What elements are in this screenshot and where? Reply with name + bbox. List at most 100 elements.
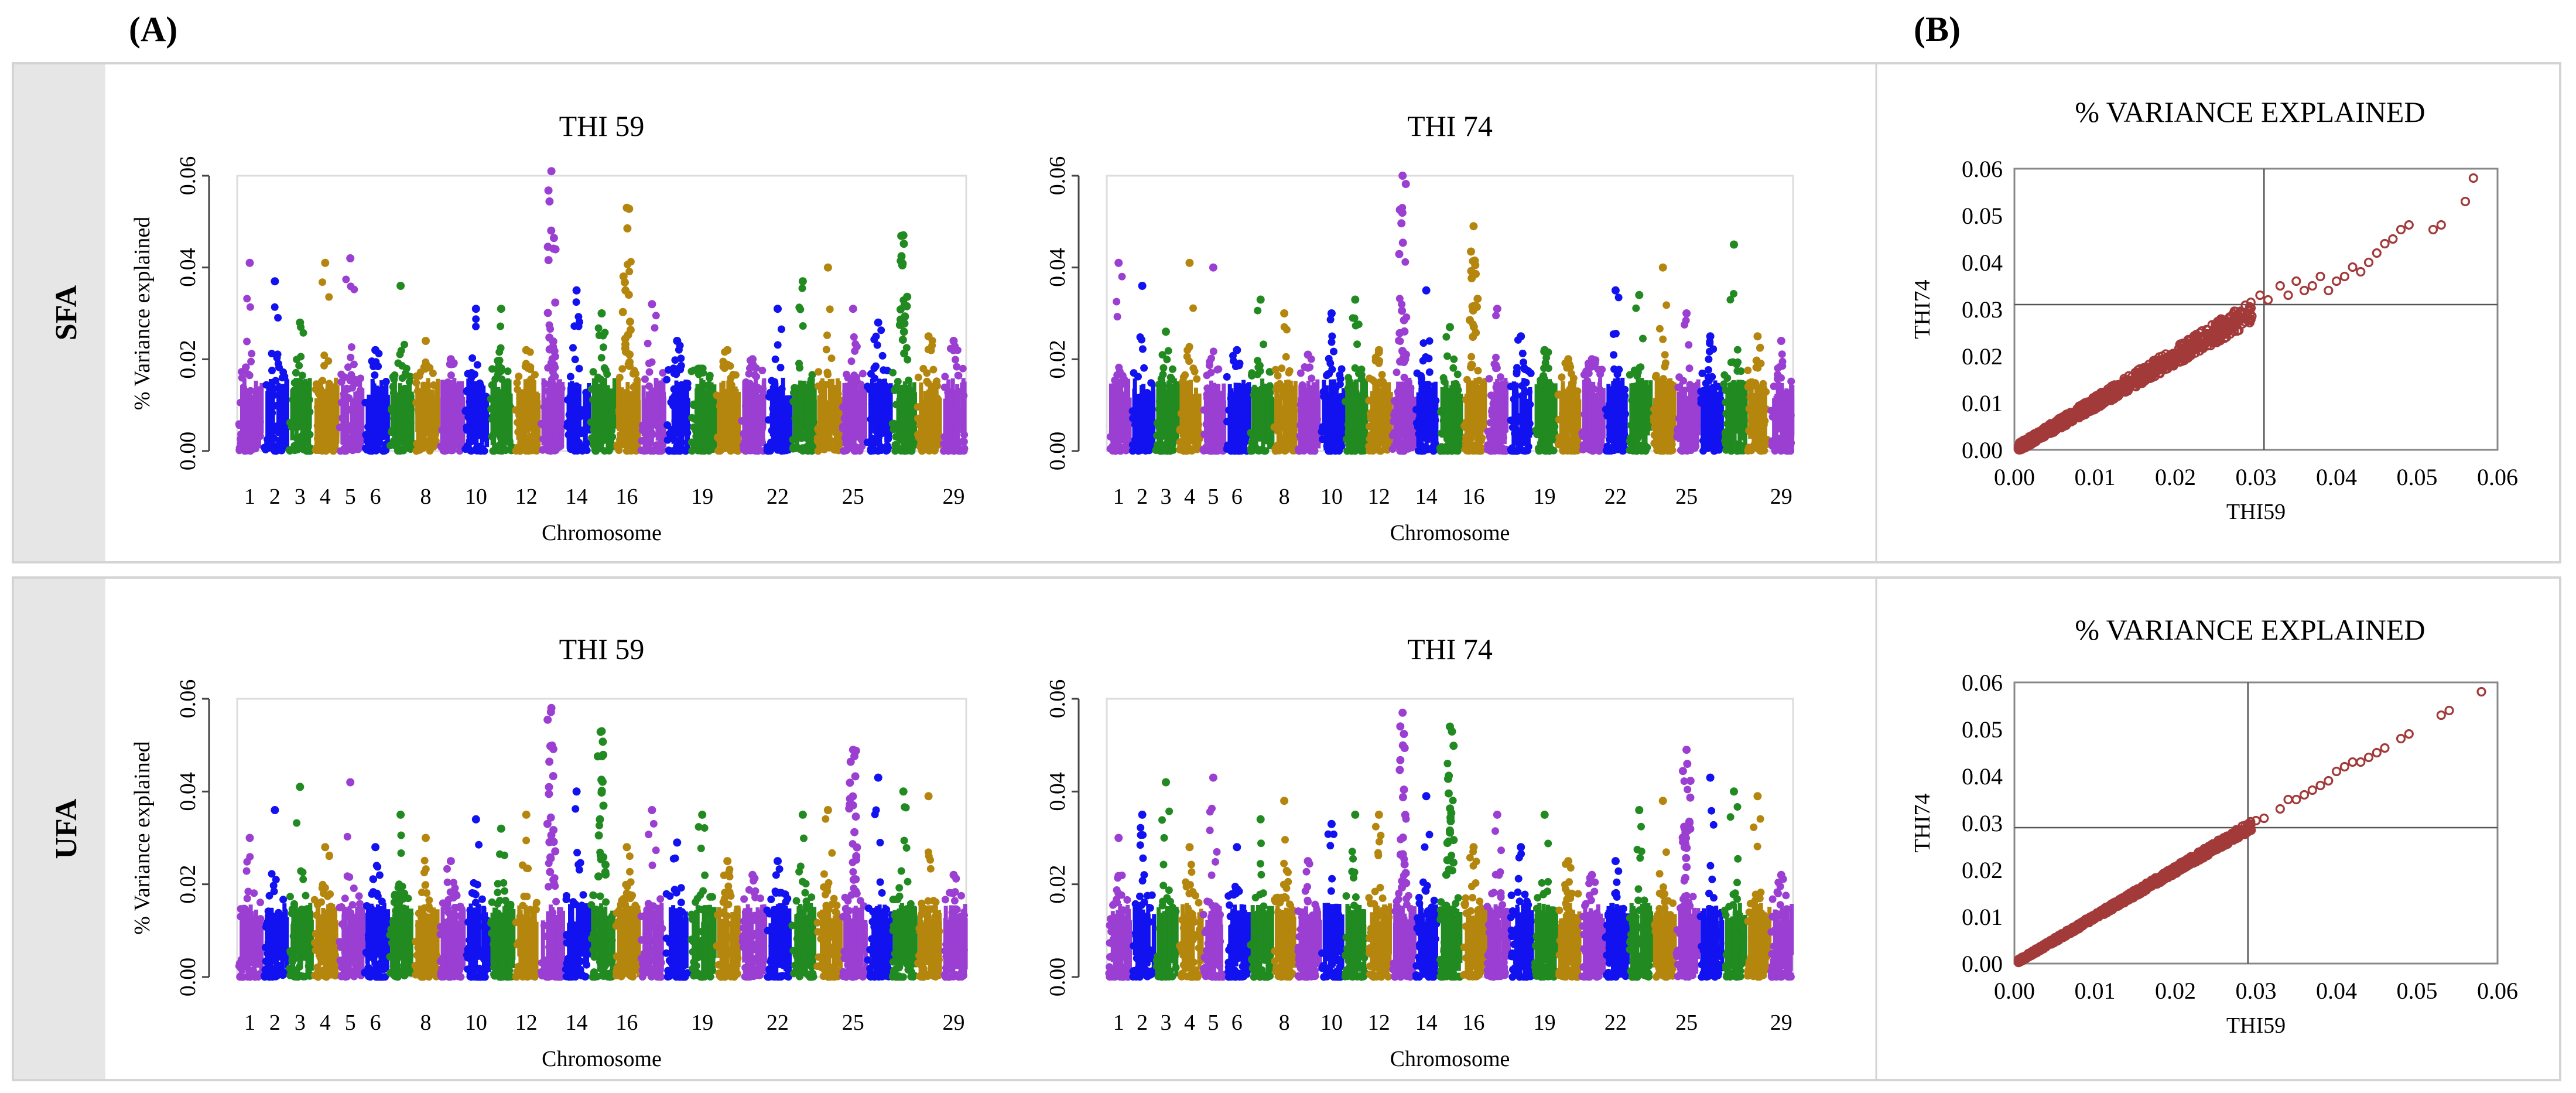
snp-point: [815, 368, 823, 376]
snp-point: [854, 446, 862, 454]
snp-point: [652, 312, 660, 320]
snp-point: [372, 361, 380, 370]
snp-point: [597, 354, 605, 362]
snp-point: [1138, 336, 1145, 344]
snp-point: [1662, 301, 1671, 309]
snp-point: [497, 322, 505, 330]
snp-point: [401, 340, 408, 349]
snp-point: [1282, 353, 1290, 361]
snp-point: [1395, 250, 1404, 258]
chromosome-29-points: [940, 337, 969, 455]
snp-point: [651, 324, 659, 332]
snp-point: [625, 204, 634, 213]
snp-band: [416, 391, 420, 442]
peak-point-chr-7: [1256, 295, 1265, 304]
x-tick-label: 22: [767, 484, 789, 509]
snp-point: [599, 343, 607, 351]
peak-point-chr-4: [321, 258, 330, 267]
snp-point: [1189, 304, 1197, 312]
snp-point: [1627, 446, 1635, 454]
snp-band: [466, 378, 471, 429]
snp-point: [293, 356, 301, 364]
chromosome-21-points: [1578, 355, 1606, 455]
snp-band: [419, 392, 423, 443]
peak-point-chr-11: [1351, 295, 1360, 304]
chromosome-14-points: [1412, 286, 1440, 455]
snp-band: [1240, 392, 1244, 443]
snp-band: [566, 394, 571, 445]
snp-point: [1607, 447, 1615, 455]
snp-band: [242, 378, 247, 429]
snp-band: [1253, 394, 1258, 445]
snp-point: [641, 375, 649, 383]
snp-band: [1227, 397, 1232, 448]
chromosome-19-points: [1532, 346, 1559, 455]
snp-point: [516, 447, 524, 455]
chromosome-25-points: [839, 305, 867, 455]
snp-point: [1492, 353, 1500, 361]
snp-band: [249, 398, 254, 449]
snp-point: [900, 349, 909, 358]
snp-band: [407, 388, 412, 439]
snp-band: [946, 379, 951, 430]
snp-band: [556, 379, 561, 430]
y-tick-label: 0.04: [176, 248, 200, 287]
snp-point: [381, 446, 389, 455]
chromosome-5-points: [336, 254, 365, 455]
snp-band: [459, 382, 464, 433]
chromosome-15-points: [1436, 323, 1463, 455]
peak-point-chr-24: [823, 263, 832, 272]
snp-band: [1312, 388, 1316, 439]
chromosome-7-points: [1247, 295, 1275, 455]
peak-point-chr-13: [1398, 172, 1407, 180]
snp-point: [1185, 357, 1193, 366]
peak-point-chr-3: [1162, 327, 1170, 336]
snp-point: [799, 322, 807, 330]
peak-point-chr-21: [1588, 355, 1596, 364]
snp-point: [1140, 364, 1148, 372]
snp-point: [645, 359, 653, 367]
snp-point: [1330, 347, 1337, 356]
snp-point: [268, 367, 276, 374]
peak-point-chr-12: [1374, 346, 1383, 354]
snp-band: [401, 385, 406, 436]
snp-point: [1371, 357, 1380, 365]
snp-point: [347, 343, 355, 351]
snp-point: [1520, 364, 1528, 373]
snp-band: [1387, 382, 1391, 433]
snp-point: [1168, 365, 1176, 373]
snp-point: [1472, 329, 1480, 337]
snp-band: [1553, 383, 1558, 434]
peak-point-chr-6: [371, 346, 380, 354]
snp-point: [627, 258, 635, 266]
snp-point: [571, 356, 579, 364]
snp-point: [246, 303, 254, 311]
snp-point: [1181, 371, 1189, 379]
snp-band: [1740, 390, 1745, 440]
snp-band: [721, 380, 726, 432]
manhattan-sfa-thi74: 0.000.020.040.061 2 3 4 5 6 8 10 12 14 16 19 22 25 29T…: [1045, 110, 1795, 545]
snp-band: [754, 380, 758, 431]
snp-point: [1193, 375, 1201, 383]
snp-band: [717, 397, 721, 448]
y-tick-label: 0.02: [176, 340, 200, 379]
snp-point: [544, 256, 553, 265]
snp-band: [290, 390, 295, 440]
row-frame-sfa: [12, 62, 2561, 563]
snp-band: [1353, 391, 1357, 442]
snp-point: [398, 362, 406, 370]
snp-point: [551, 298, 560, 307]
snp-point: [1328, 332, 1336, 340]
snp-point: [397, 347, 405, 354]
snp-band: [803, 390, 808, 441]
chromosome-16-points: [613, 203, 641, 455]
snp-band: [1397, 390, 1401, 441]
snp-band: [276, 382, 280, 433]
snp-point: [447, 371, 455, 380]
snp-point: [274, 314, 282, 322]
snp-point: [340, 373, 348, 381]
snp-point: [891, 386, 899, 394]
snp-point: [1378, 371, 1386, 379]
snp-band: [1756, 391, 1761, 442]
peak-point-chr-1: [1114, 258, 1123, 267]
